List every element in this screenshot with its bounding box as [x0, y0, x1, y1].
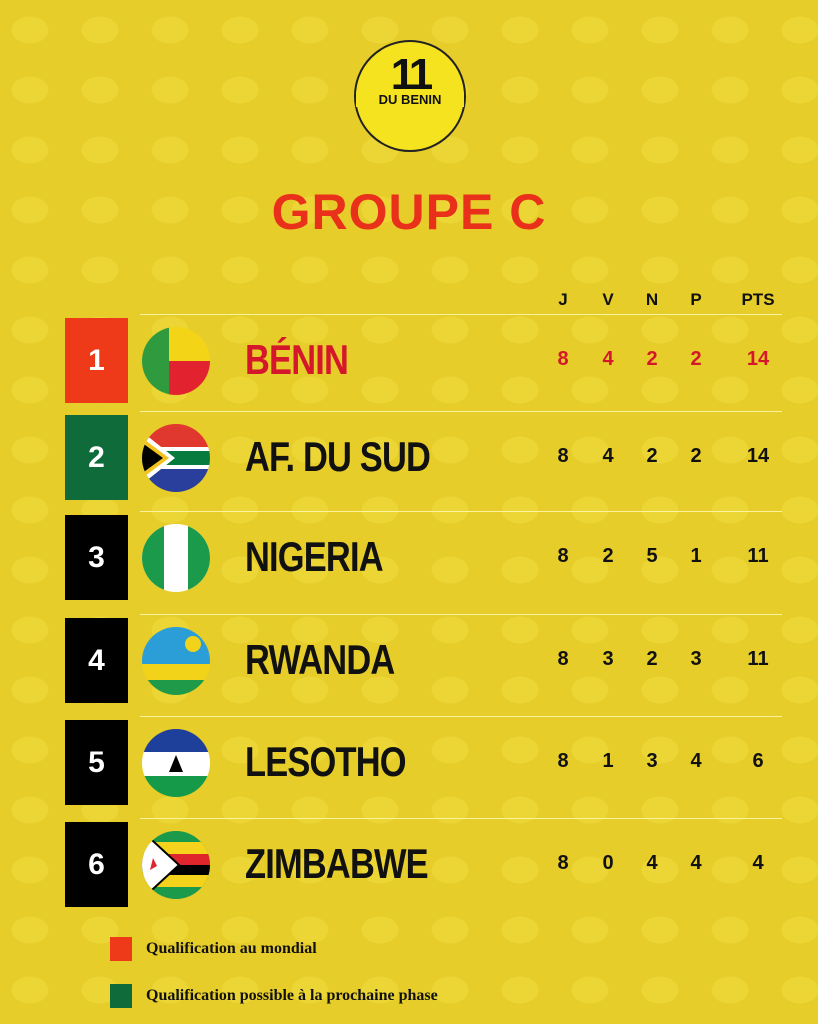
rank-box: 6: [65, 822, 128, 907]
stat-value: 8: [557, 852, 569, 874]
stat-value: 4: [602, 348, 614, 370]
stat-value: 5: [646, 545, 658, 567]
flag: [141, 326, 211, 396]
row-separator: [140, 511, 782, 512]
flag-icon: [142, 729, 210, 797]
flag: [141, 626, 211, 696]
stat-value: 2: [646, 648, 658, 670]
team-name: NIGERIA: [245, 533, 384, 580]
stat-value: 2: [690, 348, 702, 370]
rank-box: 5: [65, 720, 128, 805]
stat-value: 14: [746, 348, 770, 370]
team-name: AF. DU SUD: [245, 433, 431, 480]
stat-value: 8: [557, 445, 569, 467]
flag: [141, 728, 211, 798]
stat-value: 4: [602, 445, 614, 467]
stat-value: 4: [690, 750, 702, 772]
flag-icon: [142, 424, 210, 492]
stat-value: 14: [746, 445, 770, 467]
stat-value: 8: [557, 545, 569, 567]
flag-icon: [142, 627, 210, 695]
stat-value: 3: [602, 648, 614, 670]
stat-value: 2: [602, 545, 614, 567]
column-header: V: [602, 290, 614, 309]
stat-value: 6: [752, 750, 764, 772]
logo: 11 DU BENIN: [354, 40, 466, 152]
team-name: BÉNIN: [245, 336, 349, 383]
stat-value: 8: [557, 348, 569, 370]
flag-icon: [142, 327, 210, 395]
flag: [141, 423, 211, 493]
column-header: P: [690, 290, 702, 309]
team-name: LESOTHO: [245, 738, 407, 785]
team-name: RWANDA: [245, 636, 395, 683]
stat-value: 11: [747, 648, 769, 670]
row-separator: [140, 314, 782, 315]
team-name: ZIMBABWE: [245, 840, 429, 887]
row-separator: [140, 818, 782, 819]
column-header: PTS: [741, 290, 775, 309]
flag-icon: [142, 831, 210, 899]
stat-value: 3: [646, 750, 658, 772]
rank-box: 3: [65, 515, 128, 600]
flag: [141, 830, 211, 900]
stat-value: 11: [747, 545, 769, 567]
legend-label: Qualification possible à la prochaine ph…: [146, 987, 438, 1004]
row-separator: [140, 614, 782, 615]
legend-swatch: [110, 984, 132, 1008]
legend-label: Qualification au mondial: [146, 940, 317, 957]
stat-value: 3: [690, 648, 702, 670]
row-separator: [140, 411, 782, 412]
stat-value: 4: [752, 852, 764, 874]
stat-value: 8: [557, 648, 569, 670]
stat-value: 4: [646, 852, 658, 874]
row-separator: [140, 716, 782, 717]
rank-box: 1: [65, 318, 128, 403]
stat-value: 2: [646, 445, 658, 467]
rank-box: 2: [65, 415, 128, 500]
stat-value: 2: [690, 445, 702, 467]
column-header: N: [645, 290, 659, 309]
flag-icon: [142, 524, 210, 592]
stat-value: 1: [602, 750, 614, 772]
stat-value: 8: [557, 750, 569, 772]
legend-swatch: [110, 937, 132, 961]
title: GROUPE C: [271, 184, 547, 240]
stat-value: 2: [646, 348, 658, 370]
stat-value: 1: [690, 545, 702, 567]
logo-number: 11: [390, 50, 434, 99]
column-header: J: [558, 290, 568, 309]
stat-value: 0: [602, 852, 614, 874]
rank-box: 4: [65, 618, 128, 703]
flag: [141, 523, 211, 593]
logo-text: DU BENIN: [356, 92, 464, 107]
stat-value: 4: [690, 852, 702, 874]
